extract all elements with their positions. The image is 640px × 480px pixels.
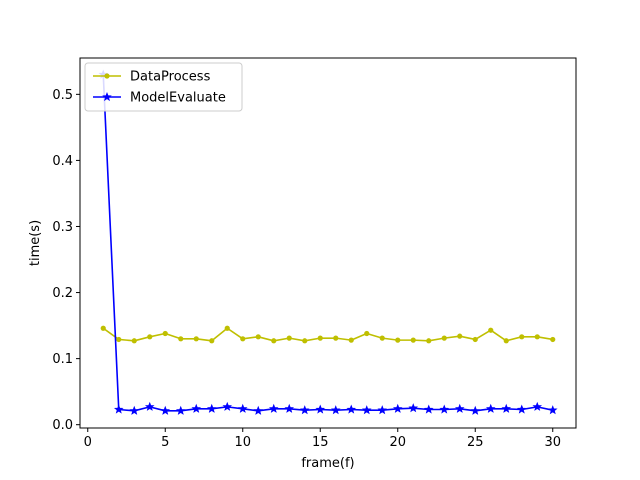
data-point-dataprocess (550, 336, 556, 343)
data-point-modelevaluate (253, 405, 264, 415)
data-point-modelevaluate (532, 401, 543, 411)
data-point-dataprocess (147, 334, 153, 340)
data-point-dataprocess (395, 337, 401, 343)
data-point-dataprocess (131, 338, 137, 344)
x-tick-label: 5 (161, 435, 169, 450)
data-point-dataprocess (457, 333, 463, 339)
legend-box (84, 62, 243, 112)
data-point-modelevaluate (237, 403, 248, 413)
data-point-modelevaluate (299, 405, 310, 415)
data-point-dataprocess (286, 335, 292, 341)
x-tick-label: 25 (467, 435, 484, 450)
y-axis-ticks: 0.0 0.1 0.2 0.3 0.4 0.5 (52, 88, 80, 433)
x-axis-label: frame(f) (301, 456, 354, 471)
series-modelevaluate (98, 69, 558, 415)
data-point-dataprocess (162, 330, 168, 337)
data-point-modelevaluate (160, 405, 171, 415)
data-point-dataprocess (240, 336, 246, 342)
data-point-modelevaluate (315, 404, 326, 414)
data-point-modelevaluate (144, 401, 155, 411)
data-point-dataprocess (255, 334, 261, 340)
x-tick-label: 15 (312, 435, 329, 450)
data-point-dataprocess (441, 335, 447, 341)
data-point-modelevaluate (377, 405, 388, 415)
data-point-modelevaluate (268, 403, 279, 413)
legend-item-dataprocess: DataProcess (93, 70, 211, 85)
series-line-dataprocess (102, 327, 553, 342)
data-point-dataprocess (379, 335, 385, 341)
data-point-dataprocess (209, 338, 215, 344)
data-point-dataprocess (116, 336, 122, 343)
data-point-dataprocess (534, 334, 540, 340)
y-tick-label: 0.5 (52, 88, 73, 103)
series-dataprocess (100, 325, 556, 344)
data-point-modelevaluate (330, 405, 341, 415)
y-tick-label: 0.1 (52, 352, 73, 367)
data-point-dataprocess (193, 336, 199, 342)
data-point-modelevaluate (191, 403, 202, 413)
y-tick-label: 0.4 (52, 154, 73, 169)
y-tick-label: 0.0 (52, 418, 73, 433)
legend-marker-modelevaluate (102, 91, 112, 102)
data-point-modelevaluate (547, 405, 558, 415)
data-point-modelevaluate (470, 405, 481, 415)
y-tick-label: 0.3 (52, 220, 73, 235)
legend-label-dataprocess: DataProcess (130, 70, 211, 85)
data-point-dataprocess (100, 325, 106, 331)
data-point-dataprocess (410, 337, 416, 343)
data-point-modelevaluate (222, 401, 233, 411)
data-point-modelevaluate (113, 404, 124, 414)
data-point-modelevaluate (392, 403, 403, 413)
data-point-dataprocess (519, 334, 525, 340)
legend: DataProcess ModelEvaluate (84, 62, 243, 112)
data-point-dataprocess (503, 338, 509, 344)
data-point-modelevaluate (516, 404, 527, 414)
data-point-dataprocess (224, 325, 230, 331)
data-point-modelevaluate (206, 403, 217, 413)
data-point-dataprocess (472, 336, 478, 343)
data-point-modelevaluate (284, 403, 295, 413)
data-point-dataprocess (271, 338, 277, 344)
data-point-modelevaluate (346, 404, 357, 414)
data-point-dataprocess (333, 335, 339, 341)
data-point-dataprocess (317, 335, 323, 341)
data-point-modelevaluate (485, 403, 496, 413)
data-point-modelevaluate (175, 405, 186, 415)
x-tick-label: 30 (544, 435, 561, 450)
legend-label-modelevaluate: ModelEvaluate (130, 91, 226, 106)
data-point-modelevaluate (501, 403, 512, 413)
data-point-modelevaluate (129, 405, 140, 415)
x-tick-label: 20 (389, 435, 406, 450)
data-point-modelevaluate (408, 403, 419, 413)
data-point-dataprocess (364, 330, 370, 337)
series-layer (98, 69, 558, 415)
series-line-modelevaluate (102, 74, 553, 412)
data-point-dataprocess (302, 338, 308, 344)
data-point-dataprocess (178, 336, 184, 342)
x-tick-label: 10 (234, 435, 251, 450)
data-point-modelevaluate (439, 404, 450, 414)
data-point-dataprocess (426, 338, 432, 344)
x-tick-label: 0 (84, 435, 92, 450)
data-point-modelevaluate (423, 404, 434, 414)
legend-marker-dataprocess (104, 73, 110, 79)
y-tick-label: 0.2 (52, 286, 73, 301)
axes-frame (79, 57, 577, 429)
data-point-dataprocess (488, 327, 494, 333)
data-point-modelevaluate (361, 405, 372, 415)
x-axis-ticks: 0 5 10 15 20 25 30 (84, 428, 561, 450)
data-point-dataprocess (348, 337, 354, 343)
y-axis-label: time(s) (28, 220, 43, 266)
data-point-modelevaluate (454, 403, 465, 413)
legend-item-modelevaluate: ModelEvaluate (93, 91, 226, 106)
